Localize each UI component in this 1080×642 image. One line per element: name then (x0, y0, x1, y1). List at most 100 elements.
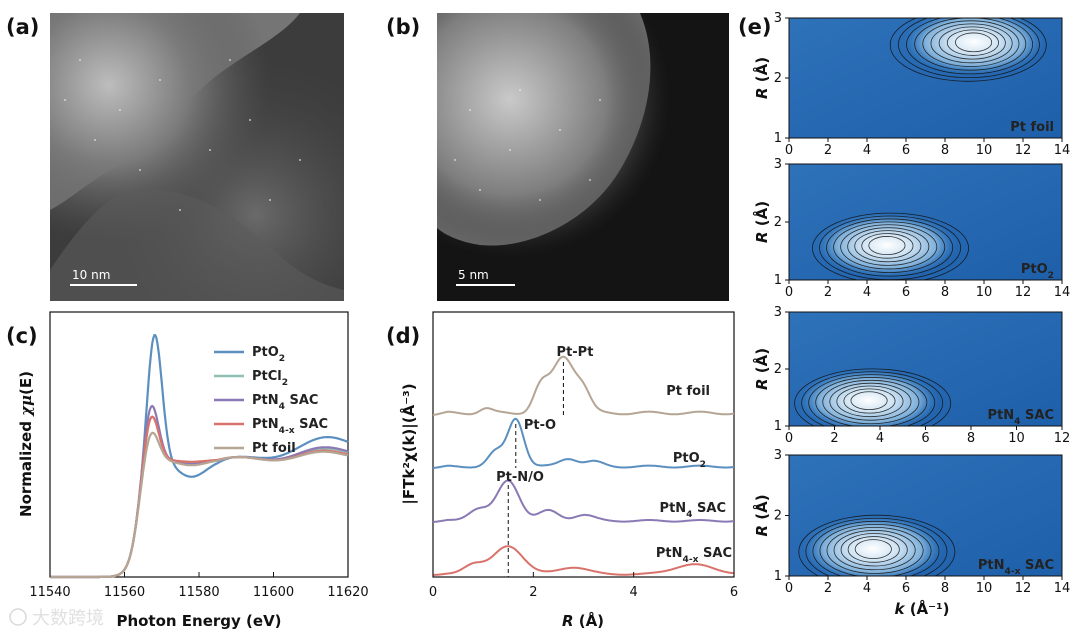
wt-contour (955, 32, 993, 53)
wt-contour (906, 18, 1034, 75)
panel-label-d: (d) (386, 324, 420, 348)
wt-xtick-label: 12 (1015, 581, 1032, 596)
wt-contour (938, 26, 1006, 60)
wt-xtick-label: 0 (785, 285, 793, 300)
wt-xtick-label: 0 (785, 431, 793, 446)
wt-contour (819, 523, 932, 576)
ft-annotation: Pt-O (524, 418, 556, 433)
wt-xtick-label: 8 (941, 581, 949, 596)
wt-xtick-label: 8 (941, 143, 949, 158)
wt-xtick-label: 10 (976, 285, 993, 300)
wt-xtick-label: 0 (785, 143, 793, 158)
wt-contour (861, 233, 914, 259)
watermark: 大数跨境 (9, 608, 104, 629)
tem-image-a: 10 nm (50, 13, 344, 301)
xanes-chart: 11540 11560 11580 11600 11620 PtO2 PtCl2 PtN4 … (17, 311, 369, 630)
xanes-xtick-label: 11600 (253, 585, 294, 600)
wt-contour (836, 385, 904, 418)
wt-xtick-label: 4 (863, 285, 871, 300)
wt-contour (897, 18, 1040, 78)
panel-label-e: (e) (738, 15, 771, 39)
xanes-xtick-label: 11620 (327, 585, 368, 600)
ft-exafs-chart: Pt foil PtO2 PtN4 SAC PtN4-x SAC Pt-Pt Pt-O Pt… (399, 311, 738, 630)
wt-xtick-label: 10 (1008, 431, 1025, 446)
wt-sample-label: Pt foil (1010, 120, 1054, 135)
wt-sample-label: PtO2 (1021, 262, 1054, 281)
wt-xtick-label: 4 (863, 581, 871, 596)
wt-ytick-label: 2 (774, 509, 782, 524)
wt-contour (829, 382, 912, 421)
wt-ylabel: R (Å) (752, 348, 771, 390)
wt-contour (850, 391, 888, 411)
wt-xlabel: k (Å⁻¹) (894, 599, 949, 618)
wt-ytick-label: 1 (774, 569, 782, 584)
wt-ytick-label: 1 (774, 131, 782, 146)
wt-contour (794, 368, 952, 426)
wt-xtick-label: 14 (1054, 581, 1071, 596)
wt-xtick-label: 12 (1054, 431, 1071, 446)
xanes-series-pto2 (50, 334, 349, 579)
xanes-series-ptn4-x-sac (50, 415, 349, 579)
wt-contour (889, 18, 1047, 82)
wt-contour (854, 539, 892, 559)
wt-contour (840, 224, 938, 270)
watermark-logo-icon (9, 608, 27, 626)
wt-contour (812, 212, 969, 280)
wt-xtick-label: 2 (824, 285, 832, 300)
wt-ytick-label: 3 (774, 448, 782, 463)
wt-contour (826, 218, 954, 277)
xanes-ylabel: Normalized χμ(E) (17, 371, 35, 517)
watermark-text: 大数跨境 (32, 608, 104, 629)
wt-contour (815, 377, 928, 426)
wt-contour (914, 18, 1027, 71)
ft-annotation: Pt-Pt (557, 345, 594, 360)
wt-xtick-label: 6 (902, 285, 910, 300)
wt-contour (930, 23, 1013, 64)
ft-series-label: Pt foil (666, 384, 710, 399)
wt-ylabel: R (Å) (752, 494, 771, 536)
xanes-series-ptcl2 (50, 415, 349, 579)
wt-contour (812, 520, 940, 576)
ft-series-label: PtN4-x SAC (656, 546, 732, 565)
wt-intensity-max (903, 18, 1046, 76)
wt-contour (801, 371, 944, 426)
ft-series-1 (432, 355, 735, 416)
ft-series-3 (432, 479, 735, 523)
ft-series-label: PtO2 (673, 451, 706, 470)
legend-entry: PtCl2 (252, 369, 288, 388)
legend-entry: PtN4-x SAC (252, 417, 328, 436)
panel-label-a: (a) (6, 15, 39, 39)
wt-xtick-label: 12 (1015, 285, 1032, 300)
wt-contour (922, 20, 1020, 67)
wt-ytick-label: 2 (774, 71, 782, 86)
ft-xtick-label: 0 (429, 585, 437, 600)
wt-xtick-label: 14 (1054, 143, 1071, 158)
wt-sample-label: PtN4 SAC (988, 408, 1054, 427)
wt-contour (826, 527, 924, 574)
wt-xtick-label: 6 (902, 581, 910, 596)
xanes-xtick-label: 11580 (178, 585, 219, 600)
xanes-xlabel: Photon Energy (eV) (116, 612, 281, 630)
wt-xtick-label: 8 (967, 431, 975, 446)
wt-contour (805, 517, 948, 576)
wt-xtick-label: 4 (863, 143, 871, 158)
wt-contour (843, 388, 896, 414)
ft-axes-frame (432, 311, 735, 578)
xanes-xtick-label: 11560 (104, 585, 145, 600)
ft-series-4 (432, 545, 735, 576)
wt-sample-label: PtN4-x SAC (978, 558, 1054, 577)
wt-contour (847, 536, 900, 563)
wt-ylabel: R (Å) (752, 57, 771, 99)
wt-ytick-label: 1 (774, 419, 782, 434)
panel-label-b: (b) (386, 15, 420, 39)
wt-ytick-label: 3 (774, 305, 782, 320)
wt-contour (798, 514, 956, 576)
wt-xtick-label: 10 (976, 143, 993, 158)
wt-xtick-label: 10 (976, 581, 993, 596)
